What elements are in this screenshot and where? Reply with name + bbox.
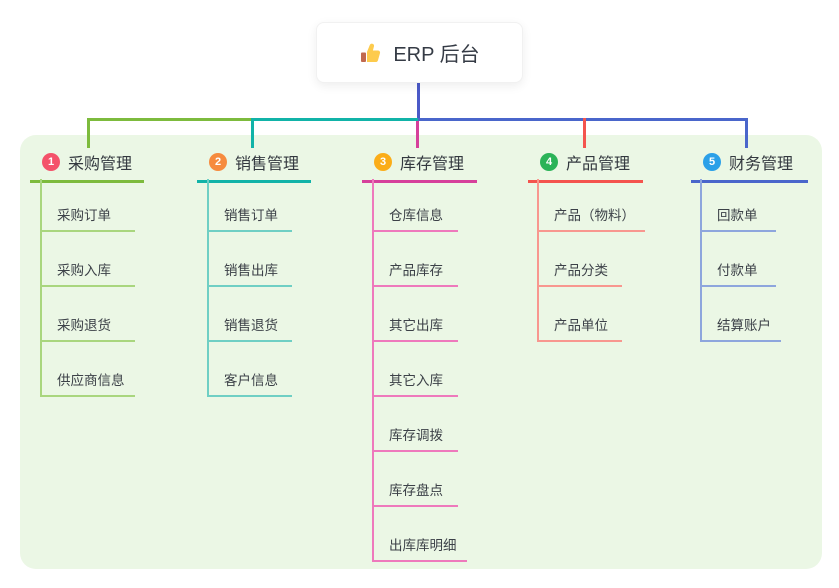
child-node: 销售订单 <box>207 204 292 232</box>
child-node: 回款单 <box>700 204 776 232</box>
child-node: 付款单 <box>700 259 776 287</box>
connector-drop-branch-4 <box>583 118 586 148</box>
branch-child-line-2 <box>207 179 209 396</box>
branch-title-4: 4 产品管理 <box>528 150 643 183</box>
branch-badge-4: 4 <box>540 153 558 171</box>
child-node: 库存盘点 <box>372 479 458 507</box>
child-node: 供应商信息 <box>40 369 135 397</box>
mindmap-panel <box>20 135 822 569</box>
root-title: ERP 后台 <box>393 44 480 66</box>
branch-label-3: 库存管理 <box>400 156 465 173</box>
branch-child-line-5 <box>700 179 702 341</box>
child-node: 其它入库 <box>372 369 458 397</box>
branch-child-line-3 <box>372 179 374 561</box>
child-node: 产品分类 <box>537 259 622 287</box>
branch-badge-5: 5 <box>703 153 721 171</box>
root-node: ERP 后台 <box>316 22 523 83</box>
child-node: 产品单位 <box>537 314 622 342</box>
connector-drop-branch-5 <box>745 118 748 148</box>
connector-drop-branch-1 <box>87 118 90 148</box>
branch-child-line-1 <box>40 179 42 396</box>
child-node: 库存调拨 <box>372 424 458 452</box>
child-node: 仓库信息 <box>372 204 458 232</box>
branch-title-5: 5 财务管理 <box>691 150 808 183</box>
child-node: 出库库明细 <box>372 534 467 562</box>
branch-title-1: 1 采购管理 <box>30 150 144 183</box>
child-node: 产品库存 <box>372 259 458 287</box>
branch-badge-2: 2 <box>209 153 227 171</box>
branch-label-1: 采购管理 <box>68 156 133 173</box>
child-node: 其它出库 <box>372 314 458 342</box>
branch-badge-3: 3 <box>374 153 392 171</box>
child-node: 销售出库 <box>207 259 292 287</box>
child-node: 产品（物料） <box>537 204 645 232</box>
connector-drop-branch-3 <box>416 121 419 148</box>
connector-root-vertical <box>417 83 420 120</box>
child-node: 销售退货 <box>207 314 292 342</box>
branch-child-line-4 <box>537 179 539 341</box>
branch-label-5: 财务管理 <box>729 156 794 173</box>
branch-title-3: 3 库存管理 <box>362 150 477 183</box>
connector-drop-branch-2 <box>251 118 254 148</box>
connector-horizontal-branch-1 <box>87 118 253 121</box>
branch-label-4: 产品管理 <box>566 156 631 173</box>
thumbs-up-icon <box>359 41 383 65</box>
branch-badge-1: 1 <box>42 153 60 171</box>
branch-label-2: 销售管理 <box>235 156 300 173</box>
child-node: 采购退货 <box>40 314 135 342</box>
connector-horizontal-branch-2 <box>251 118 418 121</box>
child-node: 采购订单 <box>40 204 135 232</box>
child-node: 结算账户 <box>700 314 781 342</box>
branch-title-2: 2 销售管理 <box>197 150 311 183</box>
child-node: 客户信息 <box>207 369 292 397</box>
child-node: 采购入库 <box>40 259 135 287</box>
